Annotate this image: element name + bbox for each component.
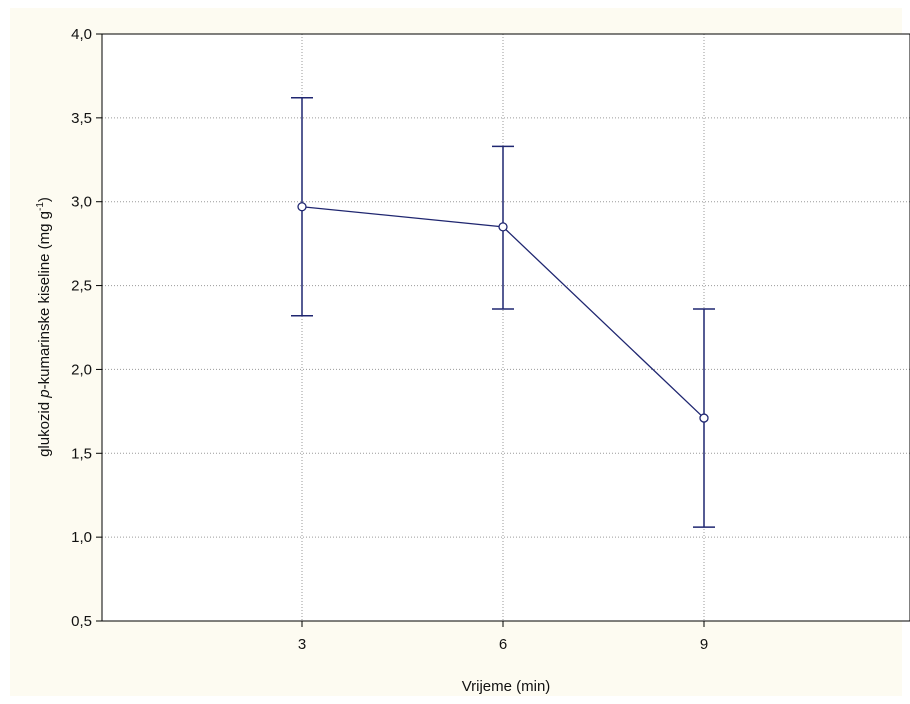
y-axis-title-middle: -kumarinske kiseline (mg g (36, 211, 53, 389)
y-tick-label-2: 1,5 (71, 445, 92, 462)
y-axis: 0,5 1,0 1,5 2,0 2,5 3,0 3,5 4,0 (71, 26, 102, 630)
y-axis-title-prefix: glukozid (36, 398, 53, 457)
y-tick-label-4: 2,5 (71, 278, 92, 295)
x-axis: 3 6 9 (298, 621, 708, 653)
y-axis-title: glukozid p-kumarinske kiseline (mg g-1) (35, 197, 53, 457)
data-point-1 (498, 222, 508, 232)
y-tick-label-0: 0,5 (71, 613, 92, 630)
y-axis-title-suffix: ) (36, 197, 53, 202)
y-tick-label-5: 3,0 (71, 194, 92, 211)
x-axis-title: Vrijeme (min) (462, 678, 551, 695)
y-tick-label-7: 4,0 (71, 26, 92, 43)
y-axis-title-italic: p (36, 389, 53, 398)
y-tick-label-1: 1,0 (71, 529, 92, 546)
data-point-0 (297, 202, 307, 212)
series-group (291, 96, 715, 528)
x-tick-label-0: 3 (298, 636, 306, 653)
plot-area (102, 34, 910, 621)
y-tick-label-6: 3,5 (71, 110, 92, 127)
data-point-2 (699, 413, 709, 423)
x-tick-label-1: 6 (499, 636, 507, 653)
x-tick-label-2: 9 (700, 636, 708, 653)
plot-border (101, 33, 910, 622)
y-tick-label-3: 2,0 (71, 361, 92, 378)
y-axis-title-sup: -1 (35, 202, 46, 211)
